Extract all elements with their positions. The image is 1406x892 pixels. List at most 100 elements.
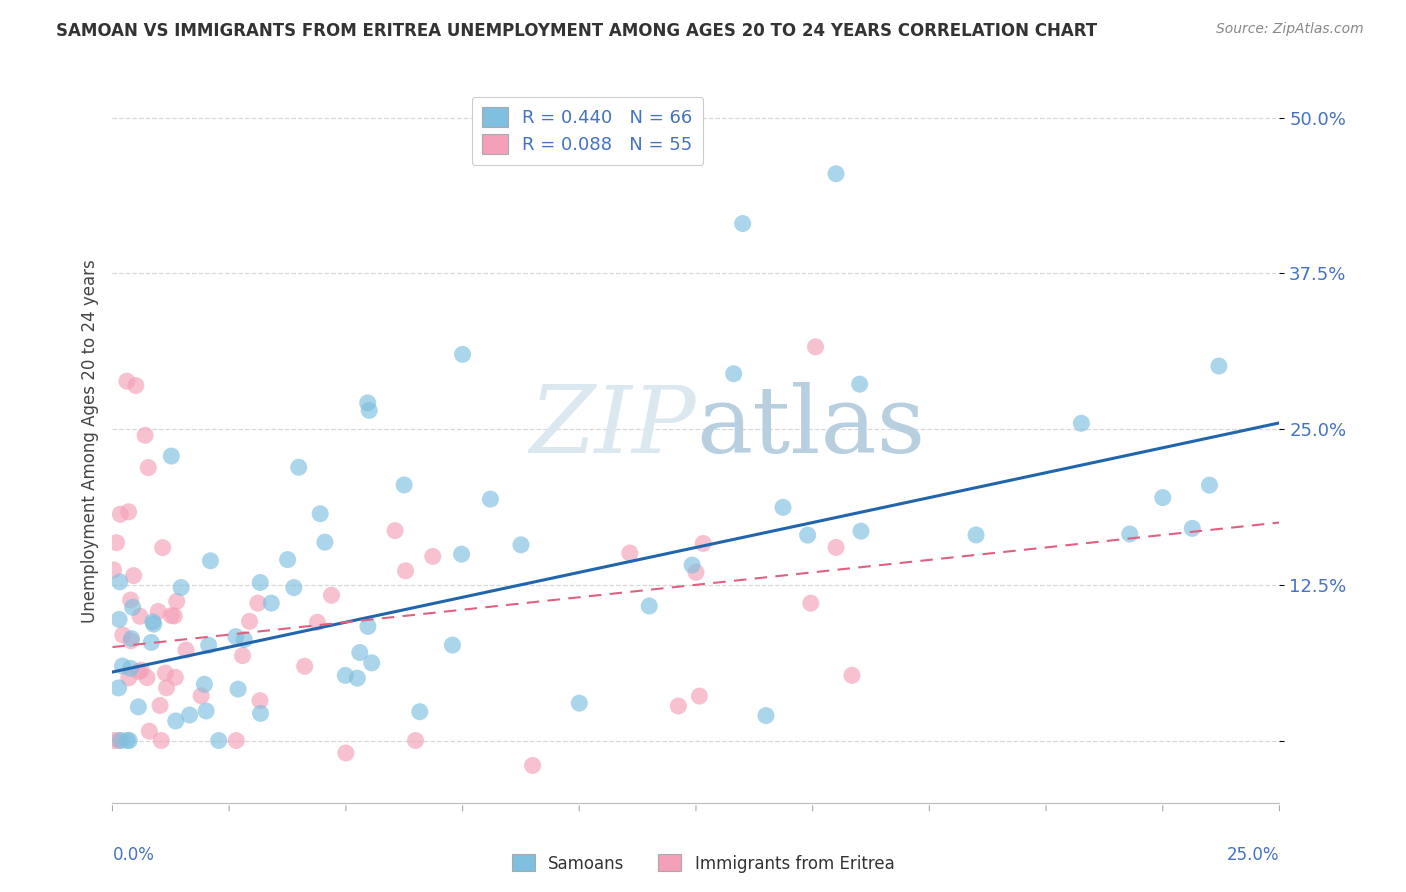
Point (148, 604, 170, 618)
Point (110, 507, 132, 521)
Point (165, 670, 187, 684)
Point (163, 609, 186, 624)
Point (796, 528, 818, 542)
Point (249, 706, 271, 721)
Point (451, 347, 474, 361)
Point (108, 612, 131, 626)
Point (335, 668, 357, 682)
Point (1119, 527, 1142, 541)
Point (1070, 417, 1092, 431)
Point (246, 596, 269, 610)
Point (121, 632, 143, 646)
Text: SAMOAN VS IMMIGRANTS FROM ERITREA UNEMPLOYMENT AMONG AGES 20 TO 24 YEARS CORRELA: SAMOAN VS IMMIGRANTS FROM ERITREA UNEMPL… (56, 22, 1097, 40)
Point (685, 566, 707, 580)
Point (394, 564, 416, 578)
Point (107, 733, 129, 747)
Text: 0.0%: 0.0% (112, 847, 155, 864)
Point (160, 449, 183, 463)
Point (619, 546, 641, 560)
Point (848, 377, 870, 392)
Point (965, 528, 987, 542)
Point (118, 671, 141, 685)
Point (1198, 478, 1220, 492)
Point (122, 568, 145, 582)
Point (841, 668, 863, 682)
Point (120, 593, 142, 607)
Point (142, 617, 165, 632)
Point (115, 374, 138, 388)
Point (155, 666, 177, 681)
Point (120, 661, 142, 675)
Point (127, 700, 149, 714)
Point (294, 659, 316, 673)
Point (208, 733, 231, 747)
Point (681, 558, 703, 572)
Point (105, 535, 128, 549)
Point (138, 724, 160, 739)
Point (238, 615, 260, 629)
Point (134, 428, 156, 442)
Point (568, 696, 591, 710)
Point (422, 549, 444, 564)
Point (349, 646, 371, 660)
Point (136, 671, 159, 685)
Point (155, 681, 177, 695)
Point (772, 500, 794, 515)
Legend: R = 0.440   N = 66, R = 0.088   N = 55: R = 0.440 N = 66, R = 0.088 N = 55 (471, 96, 703, 165)
Point (225, 630, 247, 644)
Point (170, 581, 193, 595)
Point (231, 648, 253, 663)
Point (121, 600, 143, 615)
Point (384, 524, 406, 538)
Point (357, 619, 380, 633)
Point (233, 632, 256, 647)
Point (125, 378, 148, 392)
Point (825, 167, 848, 181)
Point (190, 689, 212, 703)
Point (120, 633, 142, 648)
Point (107, 681, 129, 695)
Point (441, 638, 464, 652)
Point (1208, 359, 1230, 373)
Point (723, 367, 745, 381)
Legend: Samoans, Immigrants from Eritrea: Samoans, Immigrants from Eritrea (505, 847, 901, 880)
Point (360, 656, 382, 670)
Point (129, 609, 152, 624)
Point (115, 733, 138, 747)
Point (174, 643, 197, 657)
Point (309, 507, 332, 521)
Point (825, 541, 848, 555)
Text: Source: ZipAtlas.com: Source: ZipAtlas.com (1216, 22, 1364, 37)
Point (1152, 491, 1174, 505)
Point (307, 615, 329, 630)
Text: ZIP: ZIP (529, 382, 696, 472)
Point (1181, 521, 1204, 535)
Point (118, 733, 141, 747)
Point (335, 746, 357, 760)
Point (755, 708, 778, 723)
Point (346, 671, 368, 685)
Point (111, 628, 134, 642)
Point (405, 733, 427, 747)
Point (108, 574, 131, 589)
Point (200, 554, 222, 568)
Point (357, 396, 380, 410)
Point (103, 733, 125, 747)
Point (277, 552, 299, 566)
Point (249, 693, 271, 707)
Point (131, 663, 153, 677)
Point (193, 677, 215, 691)
Point (141, 635, 163, 649)
Point (804, 340, 827, 354)
Text: atlas: atlas (696, 382, 925, 472)
Point (128, 665, 150, 679)
Text: 25.0%: 25.0% (1227, 847, 1279, 864)
Point (117, 505, 139, 519)
Point (111, 659, 134, 673)
Point (688, 689, 710, 703)
Point (287, 460, 309, 475)
Point (152, 541, 174, 555)
Point (195, 704, 218, 718)
Point (226, 682, 249, 697)
Point (249, 575, 271, 590)
